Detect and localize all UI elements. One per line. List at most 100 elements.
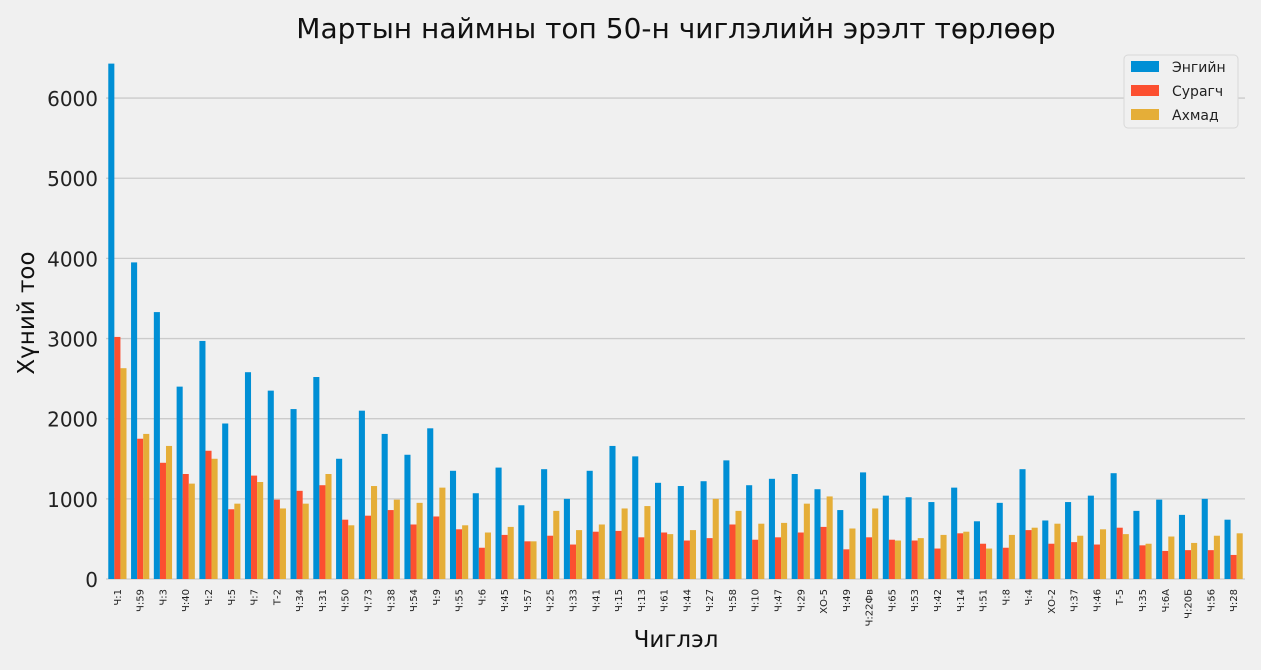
- x-tick-label: Ч:3: [158, 589, 169, 606]
- bar: [410, 524, 417, 579]
- x-tick-label: Ч:34: [295, 589, 306, 612]
- bar: [114, 336, 121, 579]
- bar: [541, 469, 548, 579]
- y-tick-label: 6000: [47, 87, 98, 111]
- bar: [1191, 542, 1198, 579]
- bar: [814, 489, 821, 579]
- bar: [478, 547, 485, 579]
- bar: [1093, 544, 1100, 579]
- bar: [348, 525, 355, 579]
- x-tick-label: Ч:59: [136, 589, 147, 612]
- x-tick-label: Ч:58: [728, 589, 739, 612]
- bar: [1207, 550, 1214, 579]
- bar: [820, 526, 827, 579]
- bar: [654, 482, 662, 579]
- legend-label: Ахмад: [1172, 108, 1219, 124]
- bar: [547, 535, 554, 579]
- bar: [1019, 469, 1026, 579]
- bar: [433, 516, 440, 579]
- x-tick-label: Ч:25: [546, 589, 557, 612]
- bar: [530, 541, 537, 579]
- bar: [302, 503, 309, 579]
- bar: [1201, 498, 1208, 579]
- bar: [928, 502, 935, 579]
- bar: [905, 497, 912, 579]
- x-tick-label: Ч:27: [705, 589, 716, 612]
- x-ticks: Ч:1 Ч:59 Ч:3 Ч:40 Ч:2 Ч:5 Ч:7 Т-2 Ч:34 Ч:31 Ч:50 Ч:…: [113, 589, 1240, 627]
- y-tick-label: 2000: [47, 408, 98, 432]
- bar: [267, 390, 274, 579]
- x-tick-label: Ч:65: [887, 589, 898, 612]
- bar: [911, 540, 918, 579]
- bar: [427, 428, 434, 579]
- x-tick-label: Ч:14: [956, 589, 967, 612]
- bar: [416, 502, 423, 579]
- bar: [758, 523, 765, 579]
- bar: [342, 519, 349, 579]
- bar: [165, 445, 173, 579]
- bar: [1087, 495, 1094, 579]
- chart-title: Мартын наймны топ 50-н чиглэлийн эрэлт т…: [296, 12, 1055, 45]
- bar: [507, 526, 514, 579]
- bar: [222, 423, 229, 579]
- bar: [677, 486, 684, 579]
- bar: [501, 534, 508, 579]
- bar: [752, 539, 759, 579]
- bar: [746, 485, 753, 579]
- bar: [313, 377, 320, 579]
- bar: [1122, 534, 1129, 579]
- bar: [495, 467, 502, 579]
- bar: [1156, 499, 1163, 579]
- bar: [1178, 514, 1186, 579]
- bar: [957, 533, 964, 579]
- x-tick-label: Ч:40: [181, 589, 192, 612]
- x-tick-label: Ч:42: [933, 589, 944, 612]
- bar: [979, 543, 987, 579]
- x-tick-label: Ч:9: [432, 589, 443, 606]
- x-tick-label: Ч:1: [113, 589, 124, 606]
- bar: [586, 470, 593, 579]
- bar: [108, 63, 115, 579]
- bar: [290, 409, 297, 579]
- bar: [1139, 545, 1146, 579]
- bar: [860, 472, 867, 579]
- x-tick-label: Ч:5: [227, 589, 238, 606]
- y-ticks: 0 1000 2000 3000 4000 5000 6000: [47, 87, 98, 592]
- x-tick-label: Ч:50: [341, 589, 352, 612]
- y-tick-label: 3000: [47, 328, 98, 352]
- bar: [644, 506, 651, 579]
- bar: [188, 483, 195, 579]
- x-tick-label: Ч:73: [363, 589, 374, 612]
- bar: [826, 496, 833, 579]
- bar: [456, 529, 463, 579]
- legend-label: Энгийн: [1172, 60, 1226, 76]
- x-tick-label: Ч:33: [568, 589, 579, 612]
- legend-swatch: [1131, 61, 1159, 72]
- bar: [986, 548, 993, 579]
- bar: [1213, 535, 1220, 579]
- x-tick-label: Ч:8: [1001, 589, 1012, 606]
- bar: [1145, 543, 1152, 579]
- bar: [1236, 533, 1243, 579]
- x-tick-label: Ч:7: [250, 589, 261, 606]
- x-tick-label: ХО-5: [819, 589, 830, 614]
- bar: [1065, 502, 1072, 579]
- y-tick-label: 1000: [47, 488, 98, 512]
- bar: [387, 510, 394, 579]
- bar: [632, 456, 639, 579]
- y-tick-label: 5000: [47, 167, 98, 191]
- bar: [1048, 543, 1055, 579]
- bar: [296, 490, 303, 579]
- bar: [462, 525, 469, 579]
- x-axis-label: Чиглэл: [634, 627, 719, 653]
- bar: [866, 537, 873, 579]
- bar: [381, 433, 388, 579]
- bar: [598, 524, 605, 579]
- bar: [963, 531, 970, 579]
- x-tick-label: Ч:46: [1092, 589, 1103, 612]
- bar: [1002, 547, 1009, 579]
- bar: [569, 544, 577, 579]
- x-tick-label: Ч:51: [979, 589, 990, 612]
- bar: [973, 521, 980, 579]
